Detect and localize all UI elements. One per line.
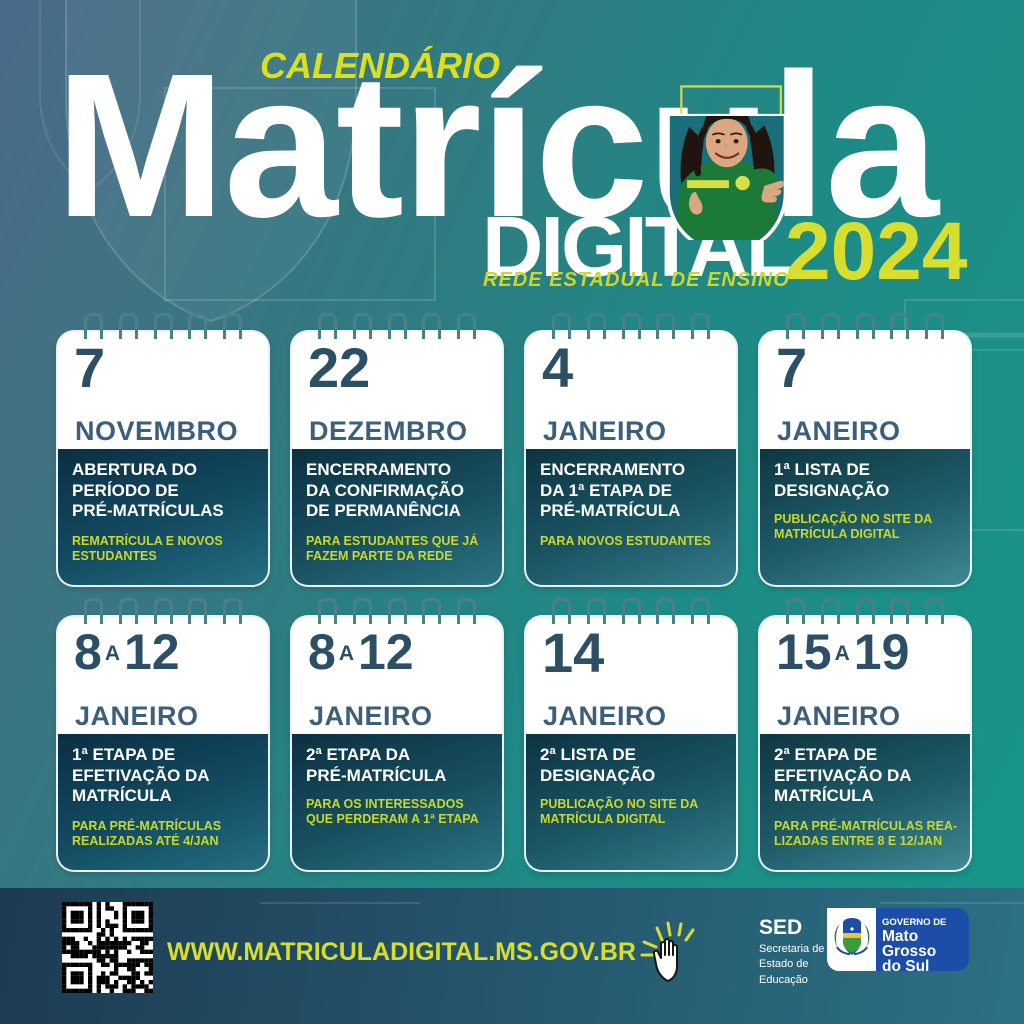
svg-text:do Sul: do Sul — [882, 958, 929, 971]
svg-text:GOVERNO DE: GOVERNO DE — [882, 917, 946, 928]
